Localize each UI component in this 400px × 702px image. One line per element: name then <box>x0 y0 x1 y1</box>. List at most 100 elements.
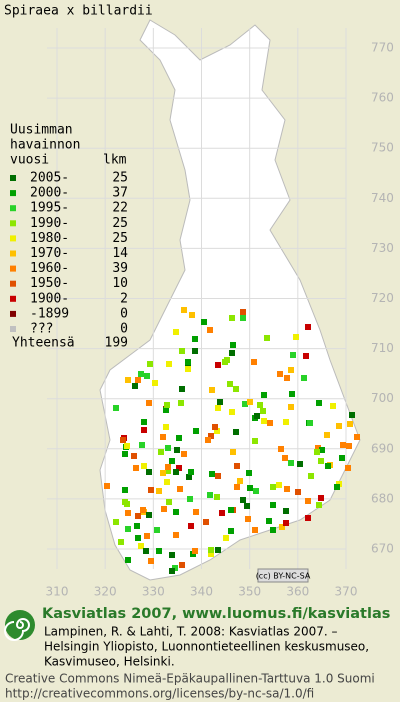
legend-label: 2000- <box>30 186 69 201</box>
record-dot <box>160 434 166 440</box>
record-dot <box>305 515 311 521</box>
record-dot <box>113 519 119 525</box>
y-tick-label: 690 <box>371 441 394 455</box>
record-dot <box>240 497 246 503</box>
record-dot <box>169 552 175 558</box>
record-dot <box>192 336 198 342</box>
record-dot <box>251 359 257 365</box>
legend-swatch <box>10 205 16 212</box>
record-dot <box>176 435 182 441</box>
record-dot <box>138 371 144 377</box>
record-dot <box>208 551 214 557</box>
record-dot <box>205 437 211 443</box>
record-dot <box>264 335 270 341</box>
logo <box>4 610 35 641</box>
record-dot <box>318 495 324 501</box>
legend-count: 10 <box>112 276 128 291</box>
record-dot <box>303 353 309 359</box>
record-dot <box>229 315 235 321</box>
record-dot <box>223 535 229 541</box>
record-dot <box>188 469 194 475</box>
logo-circle <box>5 610 35 640</box>
record-dot <box>270 484 276 490</box>
record-dot <box>185 366 191 372</box>
record-dot <box>230 342 236 348</box>
record-dot <box>122 451 128 457</box>
record-dot <box>252 438 258 444</box>
record-dot <box>134 523 140 529</box>
legend-heading: havainnon <box>10 138 80 153</box>
legend-swatch <box>10 310 16 317</box>
record-dot <box>230 449 236 455</box>
record-dot <box>301 375 307 381</box>
record-dot <box>215 547 221 553</box>
record-dot <box>156 488 162 494</box>
record-dot <box>133 465 139 471</box>
legend-label: ??? <box>30 322 53 337</box>
record-dot <box>147 361 153 367</box>
record-dot <box>330 403 336 409</box>
record-dot <box>163 424 169 430</box>
legend-count: 37 <box>112 186 128 201</box>
record-dot <box>181 307 187 313</box>
legend-label: 2005- <box>30 171 69 186</box>
record-dot <box>169 568 175 574</box>
record-dot <box>229 350 235 356</box>
record-dot <box>278 446 284 452</box>
legend-swatch <box>10 175 16 181</box>
record-dot <box>207 492 213 498</box>
record-dot <box>247 399 253 405</box>
record-dot <box>144 533 150 539</box>
record-dot <box>222 359 228 365</box>
records <box>104 307 360 574</box>
y-tick-label: 710 <box>371 341 394 355</box>
record-dot <box>319 447 325 453</box>
record-dot <box>187 496 193 502</box>
record-dot <box>201 319 207 325</box>
record-dot <box>227 381 233 387</box>
y-tick-label: 760 <box>371 91 394 105</box>
record-dot <box>215 362 221 368</box>
record-dot <box>192 548 198 554</box>
record-dot <box>290 352 296 358</box>
record-dot <box>141 463 147 469</box>
record-dot <box>346 443 352 449</box>
legend-swatch <box>10 235 16 242</box>
record-dot <box>245 516 251 522</box>
record-dot <box>135 535 141 541</box>
record-dot <box>214 494 220 500</box>
record-dot <box>113 405 119 411</box>
record-dot <box>316 502 322 508</box>
record-dot <box>177 486 183 492</box>
record-dot <box>339 455 345 461</box>
record-dot <box>174 447 180 453</box>
record-dot <box>208 547 214 553</box>
y-tick-label: 680 <box>371 491 394 505</box>
logo-spiral <box>4 618 30 641</box>
record-dot <box>146 512 152 518</box>
legend-swatch <box>10 280 16 287</box>
record-dot <box>345 465 351 471</box>
record-dot <box>207 327 213 333</box>
record-dot <box>214 428 220 434</box>
legend-label: 1990- <box>30 216 69 231</box>
license-line: http://creativecommons.org/licenses/by-n… <box>5 687 314 701</box>
record-dot <box>325 463 331 469</box>
record-dot <box>141 427 147 433</box>
y-tick-label: 720 <box>371 291 394 305</box>
record-dot <box>234 463 240 469</box>
record-dot <box>277 371 283 377</box>
record-dot <box>192 348 198 354</box>
legend-swatch <box>10 190 16 197</box>
record-dot <box>336 423 342 429</box>
record-dot <box>217 399 223 405</box>
legend-swatch <box>10 250 16 257</box>
record-dot <box>152 380 158 386</box>
record-dot <box>146 400 152 406</box>
record-dot <box>282 455 288 461</box>
legend-count: 0 <box>120 306 128 321</box>
record-dot <box>173 469 179 475</box>
record-dot <box>122 487 128 493</box>
